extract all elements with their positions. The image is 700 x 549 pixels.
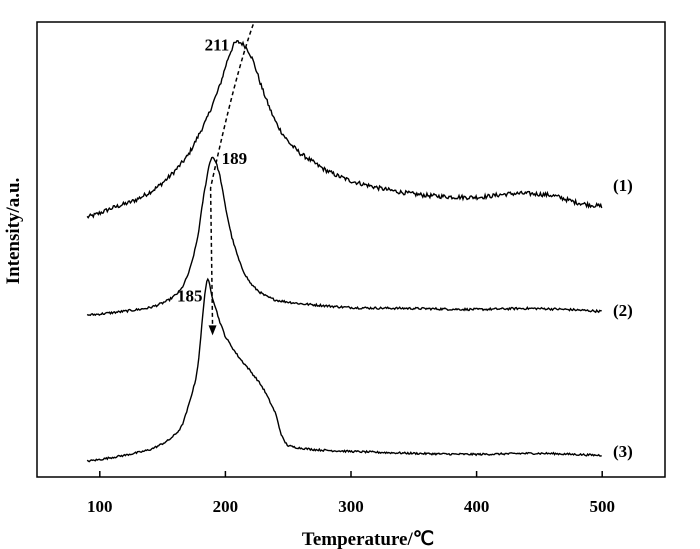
series-label-3: (3) [613,442,633,461]
peak-label-211: 211 [205,35,230,54]
y-axis-title: Intensity/a.u. [3,178,24,285]
plot-frame [36,21,666,478]
series-group [86,39,603,463]
series-label-1: (1) [613,176,633,195]
peak-label-185: 185 [177,286,203,305]
peak-label-189: 189 [222,149,248,168]
series-line-3 [86,277,602,463]
series-line-2 [86,156,602,317]
x-axis-ticks [99,471,603,477]
x-tick-label-100: 100 [87,497,113,516]
series-line-1 [86,39,603,219]
x-tick-label-500: 500 [589,497,615,516]
peak-shift-dashed-arrow [209,24,254,328]
x-tick-label-400: 400 [464,497,490,516]
x-tick-label-200: 200 [213,497,239,516]
series-label-2: (2) [613,301,633,320]
x-axis-tick-labels: 100 200 300 400 500 [87,497,615,516]
x-tick-label-300: 300 [338,497,364,516]
peak-shift-arrowhead [208,325,217,336]
x-axis-title: Temperature/℃ [302,529,434,549]
